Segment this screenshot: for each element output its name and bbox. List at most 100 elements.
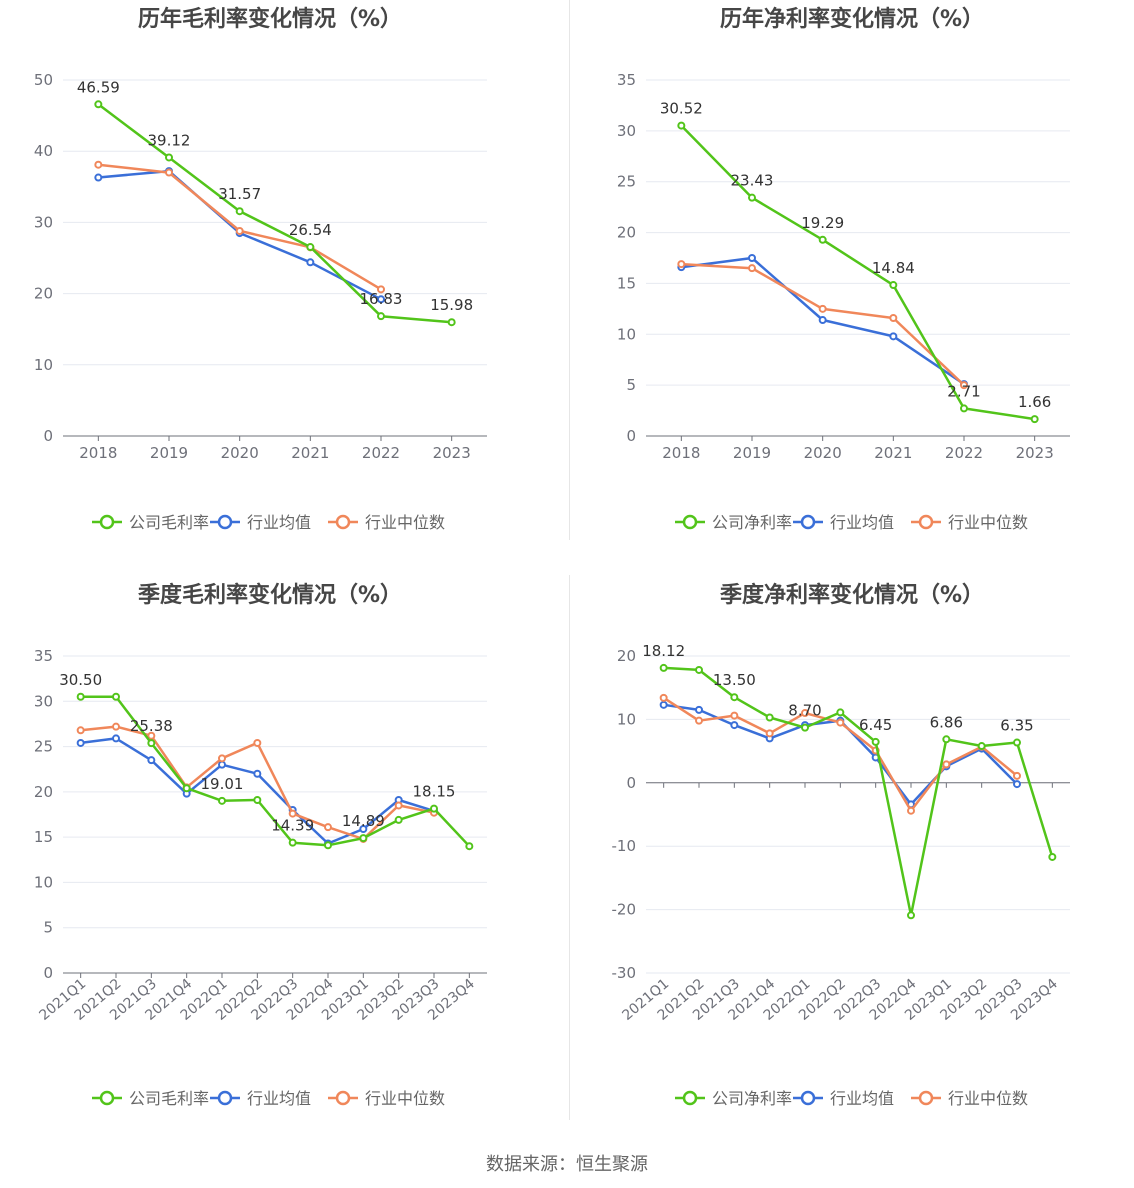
legend-item-0[interactable]: 公司毛利率 [92, 513, 209, 532]
data-point[interactable] [447, 318, 456, 327]
data-point[interactable] [836, 708, 845, 717]
data-point[interactable] [359, 824, 368, 833]
data-point[interactable] [960, 404, 968, 413]
data-point[interactable] [288, 838, 297, 847]
data-point[interactable] [94, 160, 103, 169]
data-point[interactable] [801, 723, 809, 732]
data-point[interactable] [977, 742, 986, 751]
data-point[interactable] [818, 304, 827, 313]
data-point[interactable] [218, 796, 226, 805]
data-point[interactable] [377, 312, 385, 321]
data-point[interactable] [253, 769, 262, 778]
data-point[interactable] [182, 784, 191, 793]
data-point[interactable] [889, 281, 898, 290]
data-point[interactable] [324, 823, 332, 832]
legend-item-2[interactable]: 行业中位数 [911, 1089, 1028, 1108]
data-point[interactable] [94, 173, 103, 182]
chart-quarterly-gross-margin: 季度毛利率变化情况（%）051015202530352021Q12021Q220… [34, 582, 487, 1108]
data-point[interactable] [1013, 771, 1021, 780]
data-point[interactable] [748, 193, 756, 202]
data-point[interactable] [677, 121, 686, 130]
y-tick-label: 35 [617, 71, 636, 89]
data-point[interactable] [695, 705, 703, 714]
data-point[interactable] [147, 756, 156, 765]
y-tick-label: 10 [34, 356, 53, 374]
legend-item-1[interactable]: 行业均值 [793, 1089, 894, 1108]
data-point[interactable] [889, 332, 898, 341]
legend-item-1[interactable]: 行业均值 [210, 1089, 311, 1108]
data-point[interactable] [76, 692, 85, 701]
legend-item-1[interactable]: 行业均值 [793, 513, 894, 532]
data-point[interactable] [165, 168, 173, 177]
data-point[interactable] [942, 760, 951, 769]
x-tick-label: 2019 [733, 444, 771, 462]
panel-divider-bottom [569, 575, 570, 1120]
data-point[interactable] [730, 693, 739, 702]
data-point[interactable] [394, 801, 403, 810]
data-point[interactable] [377, 295, 385, 304]
data-point[interactable] [94, 100, 103, 109]
data-point[interactable] [253, 796, 262, 805]
legend-marker [918, 514, 934, 530]
data-point[interactable] [288, 809, 297, 818]
data-point[interactable] [235, 207, 244, 216]
legend-item-0[interactable]: 公司净利率 [675, 1089, 792, 1108]
data-point[interactable] [112, 734, 120, 743]
data-point[interactable] [907, 806, 915, 815]
data-point[interactable] [695, 665, 703, 674]
data-point[interactable] [836, 718, 845, 727]
data-point[interactable] [465, 842, 474, 851]
data-point[interactable] [748, 254, 756, 262]
data-point[interactable] [253, 738, 262, 747]
data-point[interactable] [659, 700, 668, 709]
data-point[interactable] [1013, 738, 1021, 747]
legend-item-0[interactable]: 公司毛利率 [92, 1089, 209, 1108]
data-point[interactable] [430, 804, 438, 813]
x-tick-label: 2021 [874, 444, 912, 462]
data-point[interactable] [359, 834, 368, 843]
data-point[interactable] [394, 815, 403, 824]
data-point[interactable] [659, 663, 668, 672]
data-point[interactable] [1030, 415, 1039, 424]
data-point[interactable] [960, 381, 968, 390]
data-point[interactable] [801, 709, 809, 718]
data-point[interactable] [112, 722, 120, 731]
data-point[interactable] [889, 314, 898, 323]
data-point[interactable] [730, 721, 739, 730]
data-point[interactable] [324, 841, 332, 850]
legend-item-1[interactable]: 行业均值 [210, 513, 311, 532]
legend-item-2[interactable]: 行业中位数 [328, 1089, 445, 1108]
data-point[interactable] [235, 226, 244, 235]
data-point[interactable] [147, 739, 156, 748]
data-point[interactable] [112, 692, 120, 701]
data-point[interactable] [1048, 852, 1057, 861]
data-point[interactable] [818, 316, 827, 325]
data-point[interactable] [377, 285, 385, 294]
legend-marker [217, 514, 233, 530]
data-point[interactable] [306, 258, 315, 267]
data-point[interactable] [147, 731, 156, 740]
data-point[interactable] [748, 264, 756, 273]
data-point[interactable] [765, 729, 774, 738]
data-point[interactable] [765, 713, 774, 722]
data-point[interactable] [165, 153, 173, 162]
data-point[interactable] [695, 716, 703, 725]
data-point[interactable] [907, 911, 915, 920]
data-point[interactable] [76, 726, 85, 735]
data-point[interactable] [659, 693, 668, 702]
data-point[interactable] [76, 738, 85, 747]
y-tick-label: -10 [612, 837, 637, 855]
legend-item-2[interactable]: 行业中位数 [328, 513, 445, 532]
data-point[interactable] [1013, 780, 1021, 789]
data-point[interactable] [306, 243, 315, 252]
data-point[interactable] [218, 754, 226, 763]
legend-item-0[interactable]: 公司净利率 [675, 513, 792, 532]
data-point[interactable] [730, 711, 739, 720]
legend-item-2[interactable]: 行业中位数 [911, 513, 1028, 532]
y-tick-label: -20 [612, 901, 637, 919]
data-point[interactable] [818, 235, 827, 244]
data-point[interactable] [677, 260, 686, 269]
data-point[interactable] [218, 760, 226, 769]
data-point[interactable] [942, 735, 951, 744]
data-point[interactable] [871, 737, 880, 746]
